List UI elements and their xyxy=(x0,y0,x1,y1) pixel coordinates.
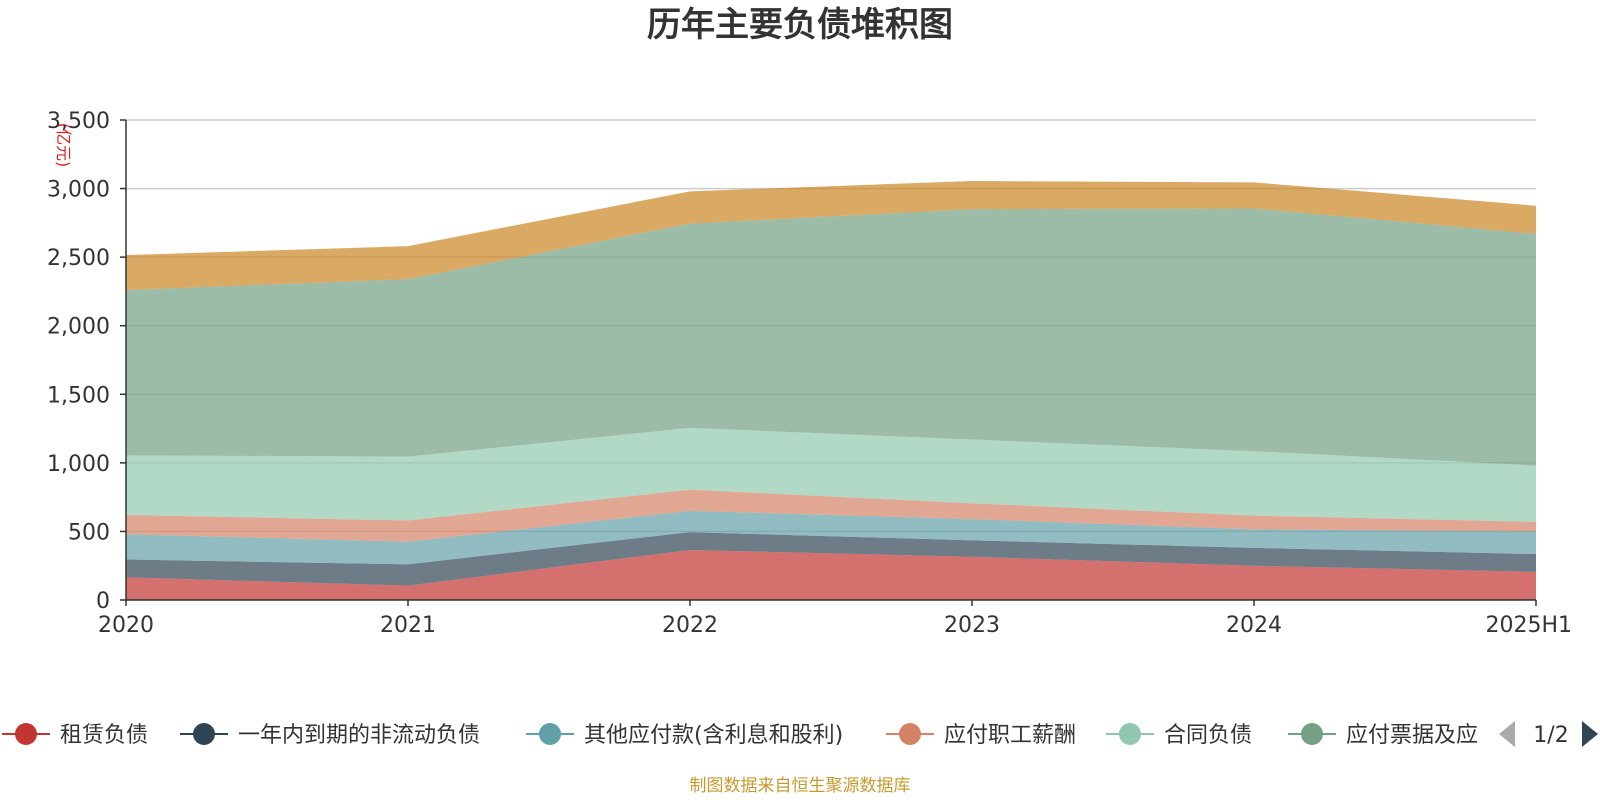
axes: 0 500 1,000 1,500 2,000 2,500 3,000 3,500 2020 20… xyxy=(47,109,1572,638)
legend-label: 其他应付款(含利息和股利) xyxy=(584,723,843,748)
area-series xyxy=(126,181,1536,600)
x-tick-label: 2025H1 xyxy=(1485,613,1572,638)
legend-item[interactable]: 应付票据及应 xyxy=(1288,723,1478,748)
legend-marker xyxy=(899,723,921,745)
legend[interactable]: 租赁负债 一年内到期的非流动负债 其他应付款(含利息和股利) 应付职工薪酬 合同负债 应付… xyxy=(2,721,1598,748)
area-series-4 xyxy=(126,489,1536,542)
legend-item[interactable]: 租赁负债 xyxy=(2,723,148,748)
x-tick-label: 2023 xyxy=(944,613,1000,638)
chart-title: 历年主要负债堆积图 xyxy=(647,5,953,45)
legend-marker xyxy=(1119,723,1141,745)
legend-item[interactable]: 一年内到期的非流动负债 xyxy=(180,723,480,748)
legend-marker xyxy=(539,723,561,745)
x-tick-label: 2021 xyxy=(380,613,436,638)
area-series-2 xyxy=(126,532,1536,586)
y-tick-label: 0 xyxy=(96,589,110,614)
legend-marker xyxy=(15,723,37,745)
triangle-right-icon[interactable] xyxy=(1582,721,1598,747)
y-tick-label: 3,500 xyxy=(47,109,110,134)
area-series-3 xyxy=(126,510,1536,565)
area-series-5 xyxy=(126,427,1536,522)
legend-item[interactable]: 合同负债 xyxy=(1106,723,1252,748)
legend-label: 合同负债 xyxy=(1164,723,1252,748)
y-tick-label: 1,500 xyxy=(47,383,110,408)
area-series-6 xyxy=(126,208,1536,466)
area-series-7 xyxy=(126,181,1536,291)
y-tick-label: 3,000 xyxy=(47,178,110,203)
x-tick-label: 2022 xyxy=(662,613,718,638)
triangle-left-icon[interactable] xyxy=(1499,721,1515,747)
y-tick-label: 2,500 xyxy=(47,246,110,271)
area-series-1 xyxy=(126,549,1536,600)
legend-marker xyxy=(1301,723,1323,745)
legend-label: 应付票据及应 xyxy=(1346,723,1478,748)
legend-label: 租赁负债 xyxy=(60,723,148,748)
legend-label: 应付职工薪酬 xyxy=(944,723,1076,748)
legend-item[interactable]: 其他应付款(含利息和股利) xyxy=(526,723,843,748)
y-axis-unit: (亿元) xyxy=(54,123,73,168)
x-tick-label: 2024 xyxy=(1226,613,1282,638)
x-tick-label: 2020 xyxy=(98,613,154,638)
legend-label: 一年内到期的非流动负债 xyxy=(238,723,480,748)
y-tick-label: 2,000 xyxy=(47,315,110,340)
data-source-note: 制图数据来自恒生聚源数据库 xyxy=(690,776,911,796)
legend-marker xyxy=(193,723,215,745)
y-tick-label: 1,000 xyxy=(47,452,110,477)
legend-page-indicator: 1/2 xyxy=(1533,723,1568,748)
legend-item[interactable]: 应付职工薪酬 xyxy=(886,723,1076,748)
y-tick-label: 500 xyxy=(68,520,110,545)
